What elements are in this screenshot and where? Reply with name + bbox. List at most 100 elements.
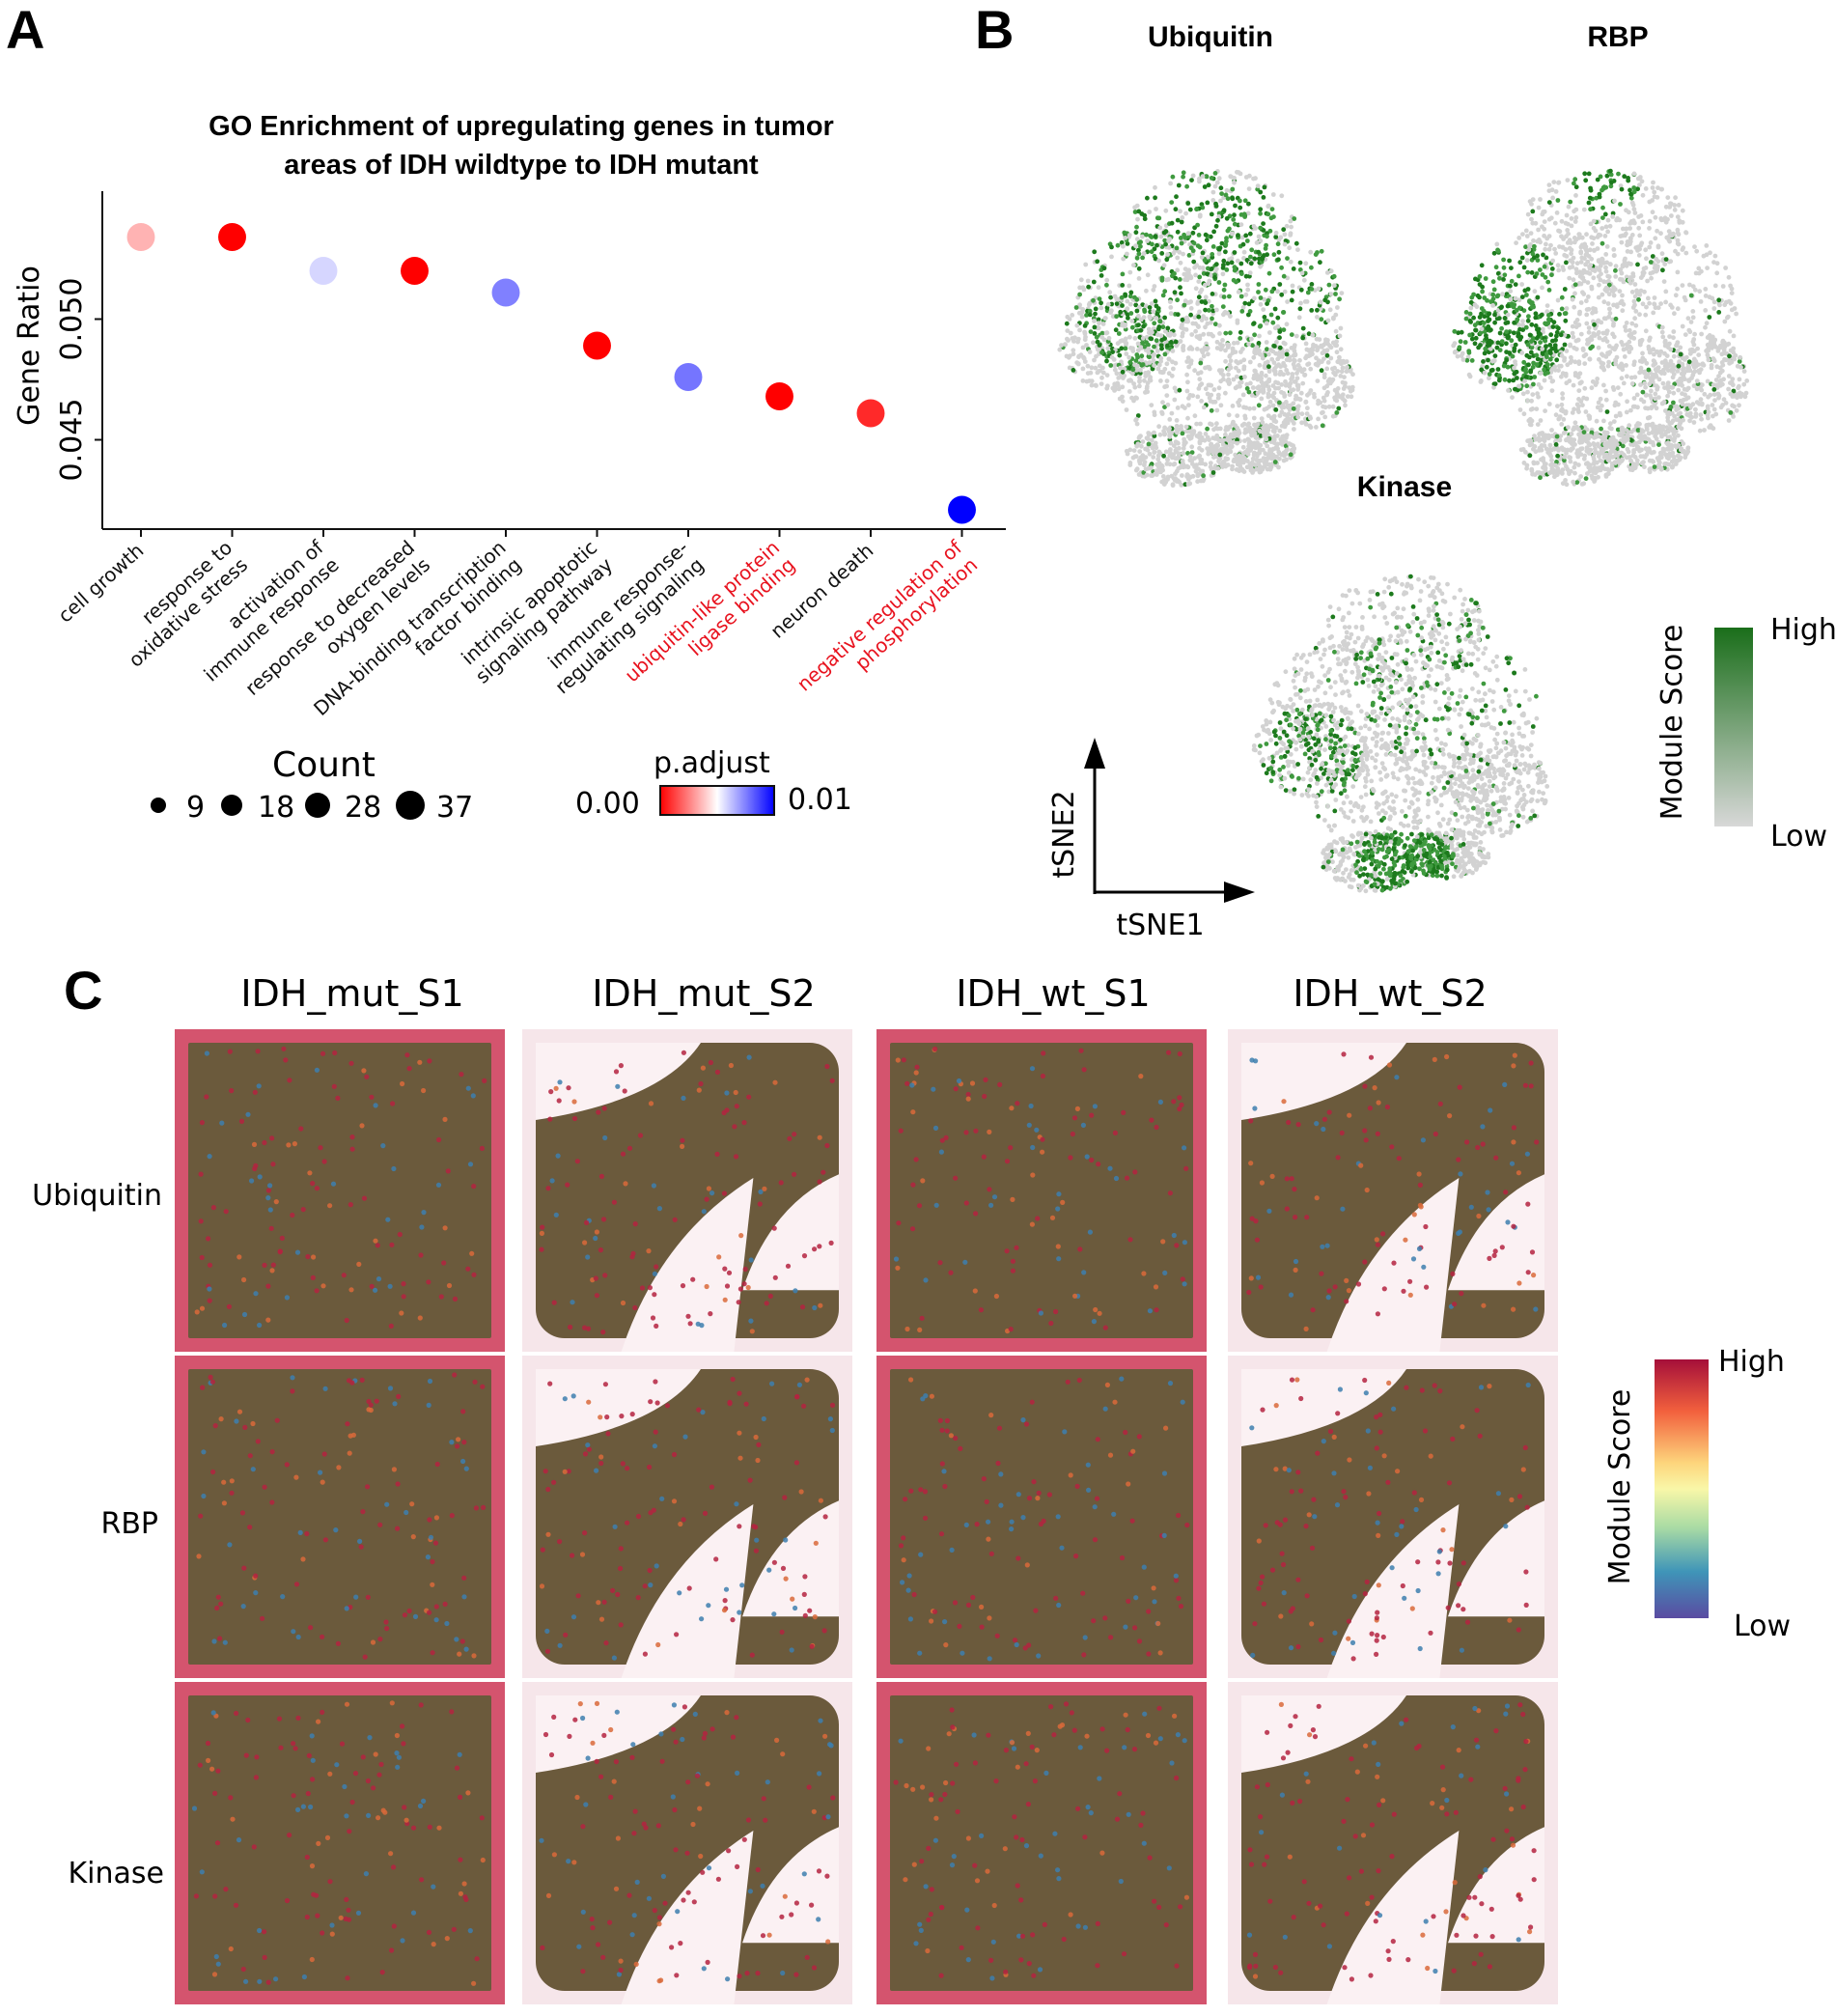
y-tick-label: 0.045 — [55, 399, 89, 482]
tsne-point — [1293, 358, 1297, 364]
tsne-point — [1281, 340, 1287, 346]
tsne-point — [1161, 263, 1167, 268]
tsne-point — [1270, 424, 1276, 430]
tsne-point — [1502, 377, 1508, 382]
tsne-point — [1099, 330, 1105, 336]
tsne-point — [1618, 202, 1623, 207]
tsne-point — [1173, 207, 1179, 212]
tsne-point — [1289, 332, 1294, 337]
tsne-point — [1519, 282, 1524, 287]
tsne-point — [1204, 238, 1210, 243]
tsne-point — [1223, 358, 1228, 364]
tsne-point — [1330, 404, 1336, 409]
tsne-point — [1549, 266, 1555, 271]
tsne-point — [1339, 369, 1345, 375]
tsne-point — [1610, 438, 1615, 444]
tsne-point — [1159, 479, 1165, 485]
tsne-point — [1331, 273, 1337, 279]
tsne-point — [1262, 315, 1267, 320]
tsne-point — [1486, 319, 1490, 323]
tsne-point — [1649, 275, 1654, 281]
tsne-point — [1189, 332, 1195, 337]
tsne-point — [1264, 340, 1269, 345]
tsne-point — [1337, 296, 1342, 302]
tsne-point — [1144, 232, 1149, 238]
tsne-point — [1211, 455, 1216, 460]
tsne-point — [1333, 292, 1338, 296]
tsne-point — [1174, 456, 1180, 462]
tsne-point — [1224, 187, 1230, 193]
tsne-point — [1463, 316, 1469, 322]
tsne-point — [1120, 384, 1126, 390]
tsne-point — [1247, 406, 1253, 411]
tsne-point — [1158, 333, 1164, 339]
tsne-point — [1476, 345, 1481, 350]
tsne-point — [1206, 281, 1211, 287]
tsne-point — [1247, 425, 1252, 431]
tsne-point — [1556, 325, 1561, 331]
tsne-point — [1648, 240, 1654, 245]
tsne-point — [1519, 350, 1525, 355]
tsne-point — [1627, 221, 1633, 226]
tsne-point — [1201, 353, 1207, 359]
tsne-point — [1560, 396, 1566, 401]
tsne-point — [1591, 218, 1597, 224]
tsne-point — [1499, 304, 1504, 310]
tsne-point — [1088, 370, 1094, 376]
tsne-point — [1676, 411, 1682, 417]
tsne-point — [1527, 422, 1533, 428]
tsne-point — [1482, 370, 1488, 376]
tsne-point — [1141, 323, 1146, 329]
tsne-point — [1655, 456, 1660, 461]
tsne-point — [1607, 262, 1613, 267]
tsne-point — [1705, 406, 1711, 411]
tsne-point — [1164, 277, 1169, 283]
tsne-point — [1699, 331, 1704, 337]
tsne-point — [1690, 315, 1696, 321]
tsne-point — [1584, 232, 1589, 238]
tsne-point — [1691, 420, 1697, 425]
tsne-point — [1651, 358, 1656, 363]
tsne-point — [1184, 474, 1189, 479]
tsne-point — [1092, 319, 1097, 323]
tsne-point — [1587, 271, 1593, 276]
tsne-point — [1507, 378, 1512, 383]
tsne-point — [1242, 300, 1248, 306]
tsne-point — [1137, 378, 1142, 384]
tsne-point — [1212, 399, 1218, 405]
tsne-point — [1711, 406, 1717, 412]
tsne-point — [1607, 223, 1613, 229]
tsne-point — [1272, 429, 1277, 434]
tsne-point — [1137, 375, 1142, 380]
tsne-point — [1549, 272, 1554, 278]
tsne-point — [1298, 300, 1303, 306]
tsne-point — [1123, 346, 1128, 351]
tsne-point — [1606, 314, 1612, 320]
x-tick-label-line: cell growth — [53, 539, 148, 628]
tsne-point — [1721, 377, 1726, 382]
tsne-point — [1574, 480, 1580, 485]
tsne-point — [1216, 457, 1222, 462]
tsne-point — [1275, 351, 1281, 357]
tsne-point — [1704, 349, 1709, 353]
tsne-point — [1634, 458, 1640, 463]
tsne-point — [1175, 255, 1181, 261]
tsne-point — [1550, 366, 1555, 372]
tsne-point — [1241, 366, 1247, 372]
tsne-point — [1208, 421, 1212, 427]
tsne-point — [1153, 184, 1157, 190]
tsne-point — [1529, 468, 1535, 474]
tsne-point — [1181, 446, 1186, 451]
tsne-point — [1676, 241, 1682, 247]
tsne-point — [1668, 201, 1673, 207]
tsne-point — [1258, 189, 1264, 195]
tsne-point — [1676, 232, 1682, 238]
tsne-point — [1652, 295, 1657, 300]
tsne-point — [1652, 301, 1656, 307]
tsne-point — [1670, 453, 1675, 459]
tsne-point — [1174, 418, 1180, 423]
tsne-point — [1199, 447, 1205, 453]
tsne-point — [1565, 178, 1571, 183]
count-legend-label-9: 9 — [186, 791, 205, 825]
tsne-point — [1289, 297, 1294, 303]
